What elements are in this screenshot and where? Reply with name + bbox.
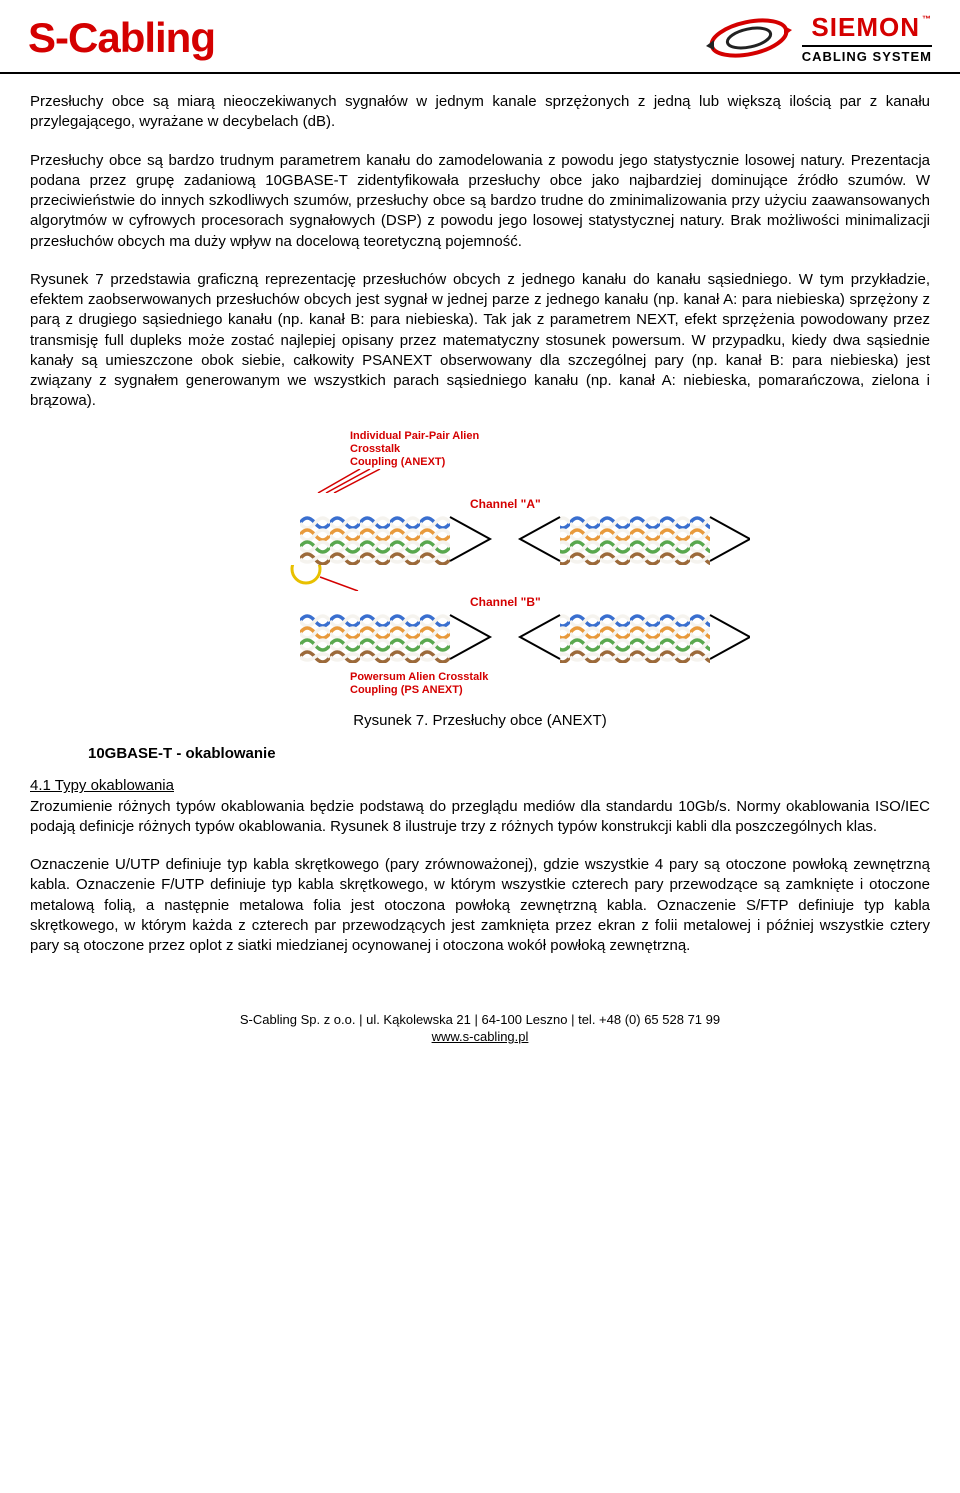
figure-7: Individual Pair-Pair Alien Crosstalk Cou… (30, 430, 930, 730)
sub41-title: 4.1 Typy okablowania (30, 777, 174, 794)
siemon-brand-name: SIEMON ™ (811, 12, 932, 43)
tm-icon: ™ (922, 14, 932, 24)
paragraph-3: Rysunek 7 przedstawia graficzną reprezen… (30, 270, 930, 412)
diagram-label-top: Individual Pair-Pair Alien Crosstalk Cou… (350, 430, 750, 470)
page-footer: S-Cabling Sp. z o.o. | ul. Kąkolewska 21… (0, 984, 960, 1054)
coupling-ring-icon (210, 565, 750, 591)
diag-bot-l1: Powersum Alien Crosstalk (350, 671, 488, 683)
siemon-subtitle: CABLING SYSTEM (802, 45, 932, 64)
diag-top-l3: Coupling (ANEXT) (350, 456, 445, 468)
diag-top-l1: Individual Pair-Pair Alien (350, 430, 479, 442)
cable-channel-b (210, 611, 750, 663)
cable-channel-a (210, 513, 750, 565)
footer-link[interactable]: www.s-cabling.pl (432, 1029, 529, 1044)
section-heading-10gbase-t: 10GBASE-T - okablowanie (88, 745, 930, 762)
paragraph-2: Przesłuchy obce są bardzo trudnym parame… (30, 151, 930, 252)
logo-s-cabling: S-Cabling (28, 14, 215, 62)
siemon-text: SIEMON ™ CABLING SYSTEM (802, 12, 932, 64)
page-header: S-Cabling SIEMON ™ CABLING SYSTEM (0, 0, 960, 74)
footer-line-1: S-Cabling Sp. z o.o. | ul. Kąkolewska 21… (0, 1012, 960, 1029)
diag-top-l2: Crosstalk (350, 443, 400, 455)
logo-siemon-block: SIEMON ™ CABLING SYSTEM (704, 8, 932, 68)
paragraph-1: Przesłuchy obce są miarą nieoczekiwanych… (30, 92, 930, 133)
paragraph-4: Oznaczenie U/UTP definiuje typ kabla skr… (30, 855, 930, 956)
channel-b-label: Channel "B" (470, 595, 750, 609)
arrow-lines-top (210, 469, 750, 493)
channel-a-label: Channel "A" (470, 497, 750, 511)
page-content: Przesłuchy obce są miarą nieoczekiwanych… (0, 74, 960, 984)
diagram-label-bottom: Powersum Alien Crosstalk Coupling (PS AN… (350, 671, 750, 697)
siemon-swirl-icon (704, 8, 794, 68)
anext-diagram: Individual Pair-Pair Alien Crosstalk Cou… (210, 430, 750, 698)
diag-bot-l2: Coupling (PS ANEXT) (350, 684, 463, 696)
subsection-4-1: 4.1 Typy okablowania Zrozumienie różnych… (30, 776, 930, 837)
siemon-word: SIEMON (811, 12, 920, 43)
sub41-body: Zrozumienie różnych typów okablowania bę… (30, 798, 930, 835)
figure-7-caption: Rysunek 7. Przesłuchy obce (ANEXT) (30, 712, 930, 729)
